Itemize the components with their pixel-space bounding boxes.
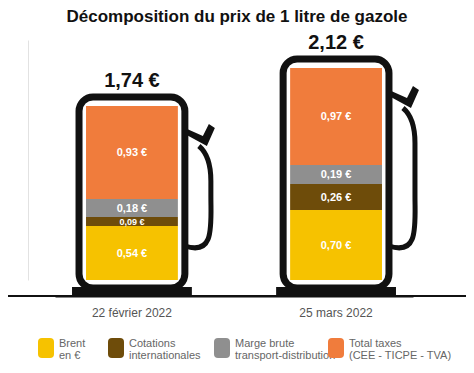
legend-label: Cotationsinternationales — [129, 337, 201, 361]
y-axis — [28, 41, 29, 281]
legend-label: Brenten € — [59, 337, 85, 361]
bar-segment — [86, 217, 178, 226]
legend-item: Cotationsinternationales — [108, 337, 201, 361]
x-tick: 22 février 2022 — [92, 296, 172, 320]
pump-foot — [276, 287, 396, 296]
legend-label: Marge brutetransport-distribution — [235, 337, 335, 361]
data-label: 0,54 € — [117, 247, 148, 259]
bar-segment — [290, 68, 382, 165]
bars — [86, 68, 382, 280]
legend-swatch — [38, 338, 54, 358]
pump-body — [283, 59, 389, 288]
data-label: 0,19 € — [321, 168, 352, 180]
legend-swatch — [108, 338, 124, 358]
legend: Brenten € Cotationsinternationales Marge b… — [38, 337, 451, 361]
legend-label: Total taxes(CEE - TICPE - TVA) — [349, 337, 451, 361]
bar-segment — [86, 226, 178, 280]
total-label: 2,12 € — [308, 31, 364, 53]
pump-foot — [72, 287, 192, 296]
total-label: 1,74 € — [104, 69, 160, 91]
data-label: 0,93 € — [117, 146, 148, 158]
data-labels: 0,54 € 0,70 € 0,09 € 0,26 € 0,18 € 0,19 € 0,93… — [117, 110, 352, 259]
legend-item: Marge brutetransport-distribution — [214, 337, 335, 361]
bar-segment — [86, 199, 178, 217]
legend-swatch — [214, 338, 230, 358]
x-axis: 22 février 2022 25 mars 2022 — [56, 296, 414, 320]
pumps — [72, 59, 419, 296]
data-label: 0,09 € — [119, 217, 144, 227]
x-tick-label: 25 mars 2022 — [299, 306, 373, 320]
data-label: 0,70 € — [321, 239, 352, 251]
chart: Décomposition du prix de 1 litre de gazo… — [0, 0, 474, 373]
bar-segment — [290, 210, 382, 280]
legend-item: Brenten € — [38, 337, 85, 361]
x-axis-line — [56, 296, 414, 298]
bar-segment — [86, 106, 178, 199]
data-label: 0,97 € — [321, 110, 352, 122]
data-label: 0,26 € — [321, 191, 352, 203]
x-tick-label: 22 février 2022 — [92, 306, 172, 320]
legend-item: Total taxes(CEE - TICPE - TVA) — [328, 337, 451, 361]
pump-nozzle — [389, 86, 419, 108]
legend-swatch — [328, 338, 344, 358]
data-label: 0,18 € — [117, 202, 148, 214]
pump-nozzle — [185, 124, 215, 146]
title: Décomposition du prix de 1 litre de gazo… — [66, 7, 407, 26]
pump-hose — [185, 146, 211, 248]
pump-hose — [389, 108, 415, 248]
pump-body — [79, 97, 185, 288]
bar-segment — [290, 184, 382, 210]
x-tick: 25 mars 2022 — [299, 296, 373, 320]
y-axis-line — [28, 41, 29, 281]
bar-segment — [290, 165, 382, 184]
ground — [8, 295, 466, 297]
